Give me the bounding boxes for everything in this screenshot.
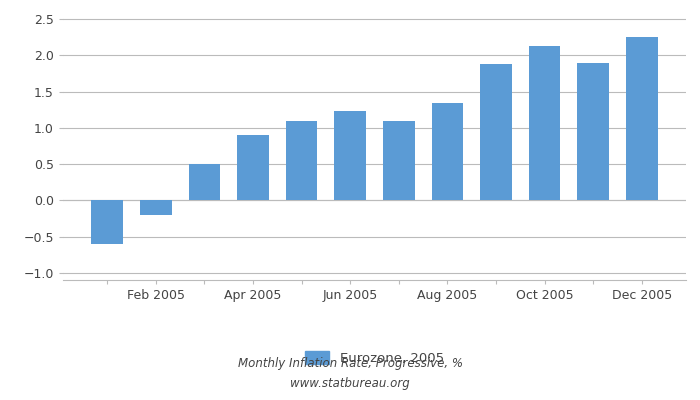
Text: Monthly Inflation Rate, Progressive, %: Monthly Inflation Rate, Progressive, % (237, 358, 463, 370)
Bar (286, 121, 317, 200)
Bar (626, 37, 658, 200)
Text: www.statbureau.org: www.statbureau.org (290, 378, 410, 390)
Bar (188, 164, 220, 200)
Bar (529, 46, 561, 200)
Bar (140, 200, 172, 215)
Bar (335, 111, 366, 200)
Bar (578, 63, 609, 200)
Bar (237, 135, 269, 200)
Bar (432, 102, 463, 200)
Legend: Eurozone, 2005: Eurozone, 2005 (300, 346, 449, 370)
Bar (383, 121, 414, 200)
Bar (480, 64, 512, 200)
Bar (91, 200, 123, 244)
